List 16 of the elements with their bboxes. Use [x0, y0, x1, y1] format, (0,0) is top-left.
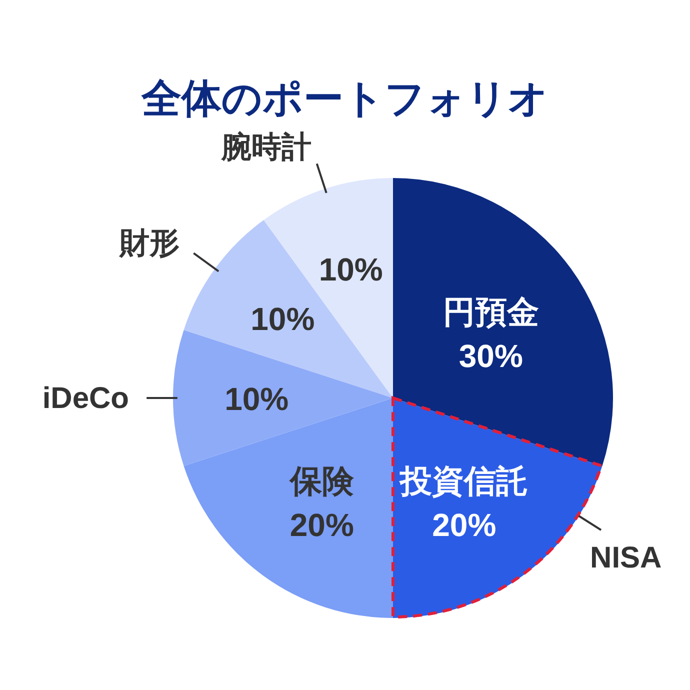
data-label: 10% [250, 300, 315, 337]
slice-label: iDeCo [42, 382, 129, 415]
slice-label: 円預金 [442, 294, 539, 330]
slice-label: 腕時計 [220, 130, 312, 164]
data-label: 30% [458, 338, 523, 374]
slice-label: 投資信託 [398, 462, 528, 499]
text: NISA [590, 541, 662, 574]
data-label: 10% [318, 251, 383, 288]
pie-slice [173, 330, 393, 466]
data-label: 10% [224, 381, 289, 417]
chart-title: 全体のポートフォリオ [140, 77, 548, 121]
data-label: 20% [290, 506, 354, 543]
slice-label: 財形 [118, 226, 180, 260]
data-label: 20% [432, 506, 496, 543]
slice-label: 保険 [288, 462, 355, 499]
pie-slice [393, 178, 613, 466]
